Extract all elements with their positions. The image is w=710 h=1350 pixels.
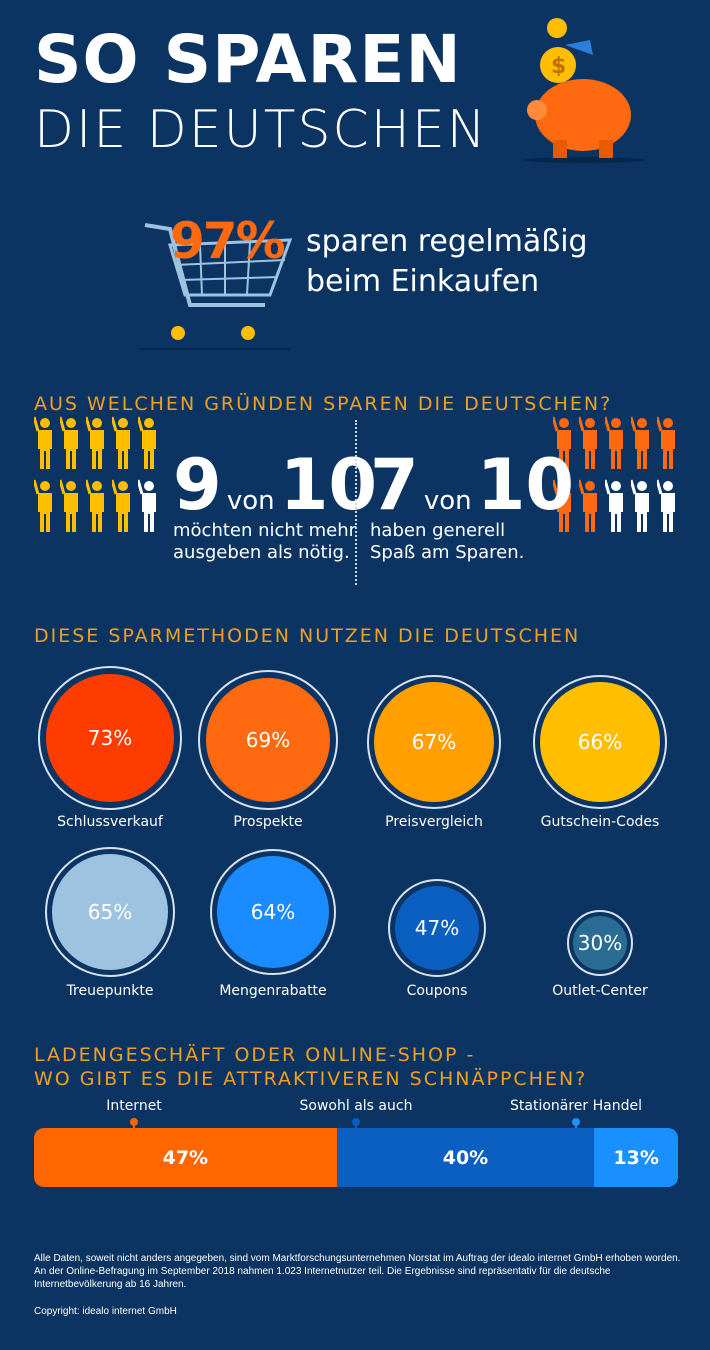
stat-left-count: 9 <box>173 444 222 526</box>
bubble-label: Mengenrabatte <box>219 983 327 999</box>
footer: Alle Daten, soweit nicht anders angegebe… <box>34 1252 684 1318</box>
bubble-ring <box>38 666 182 810</box>
bubble-ring <box>367 675 501 809</box>
person-icon-filled <box>551 415 576 475</box>
person-icon-filled <box>58 478 83 538</box>
stat-left-total: 10 <box>279 444 378 526</box>
methods-heading: DIESE SPARMETHODEN NUTZEN DIE DEUTSCHEN <box>34 625 581 647</box>
stat-left: 9 von 10 möchten nicht mehr ausgeben als… <box>173 450 377 564</box>
person-icon-filled <box>32 415 57 475</box>
bar-segment: 40% <box>336 1128 595 1187</box>
svg-text:$: $ <box>551 54 566 79</box>
bubble-label: Prospekte <box>233 814 303 830</box>
hero-percent: 97% <box>170 212 286 270</box>
shops-heading-line2: WO GIBT ES DIE ATTRAKTIVEREN SCHNÄPPCHEN… <box>34 1068 588 1090</box>
bubble-ring <box>388 879 486 977</box>
stacked-bar: 47% 40% 13% <box>34 1128 678 1187</box>
person-icon-filled <box>58 415 83 475</box>
person-icon-filled <box>577 415 602 475</box>
bubble-ring <box>533 675 667 809</box>
stat-right-von: von <box>423 486 472 516</box>
bubble-label: Coupons <box>406 983 468 999</box>
shops-heading: LADENGESCHÄFT ODER ONLINE-SHOP - WO GIBT… <box>34 1043 587 1091</box>
person-icon-empty <box>655 478 680 538</box>
stat-right-line2: Spaß am Sparen. <box>370 542 525 563</box>
shops-heading-line1: LADENGESCHÄFT ODER ONLINE-SHOP - <box>34 1044 476 1066</box>
stat-right: 7 von 10 haben generell Spaß am Sparen. <box>370 450 574 564</box>
stat-left-line2: ausgeben als nötig. <box>173 542 350 563</box>
bubble-prospekte: 69% <box>206 678 330 802</box>
bar-category-label: Internet <box>106 1098 162 1114</box>
people-group-left <box>32 415 164 538</box>
bubble-coupons: 47% <box>395 886 479 970</box>
person-icon-empty <box>136 478 161 538</box>
bubble-preisvergleich: 67% <box>374 682 494 802</box>
copyright: Copyright: idealo internet GmbH <box>34 1306 177 1317</box>
title-line2: DIE DEUTSCHEN <box>34 100 488 160</box>
person-icon-filled <box>32 478 57 538</box>
bubble-ring <box>198 670 338 810</box>
person-icon-filled <box>551 478 576 538</box>
bubble-treuepunkte: 65% <box>52 854 168 970</box>
person-icon-filled <box>136 415 161 475</box>
stat-right-line1: haben generell <box>370 520 506 541</box>
hero-line1: sparen regelmäßig <box>306 224 588 259</box>
bubble-label: Preisvergleich <box>385 814 483 830</box>
bar-segment: 47% <box>34 1128 337 1187</box>
bar-category-label: Sowohl als auch <box>299 1098 413 1114</box>
bubble-label: Schlussverkauf <box>57 814 163 830</box>
footer-note: Alle Daten, soweit nicht anders angegebe… <box>34 1253 681 1290</box>
people-group-right <box>551 415 683 538</box>
person-icon-empty <box>629 478 654 538</box>
bubble-outlet-center: 30% <box>573 916 627 970</box>
person-icon-filled <box>577 478 602 538</box>
bubble-ring <box>45 847 175 977</box>
bubble-gutschein-codes: 66% <box>540 682 660 802</box>
stat-left-line1: möchten nicht mehr <box>173 520 357 541</box>
hero-text: sparen regelmäßig beim Einkaufen <box>306 222 588 302</box>
bubble-ring <box>210 849 336 975</box>
title-line1: SO SPAREN <box>34 21 462 98</box>
person-icon-filled <box>84 415 109 475</box>
bubble-schlussverkauf: 73% <box>46 674 174 802</box>
bubble-mengenrabatte: 64% <box>217 856 329 968</box>
person-icon-filled <box>629 415 654 475</box>
stat-right-total: 10 <box>476 444 575 526</box>
reasons-heading: AUS WELCHEN GRÜNDEN SPAREN DIE DEUTSCHEN… <box>34 393 613 415</box>
bubble-label: Outlet-Center <box>552 983 648 999</box>
hero-line2: beim Einkaufen <box>306 264 540 299</box>
bubble-label: Gutschein-Codes <box>540 814 660 830</box>
person-icon-filled <box>110 415 135 475</box>
person-icon-filled <box>655 415 680 475</box>
bar-segment: 13% <box>594 1128 678 1187</box>
bar-category-label: Stationärer Handel <box>510 1098 642 1114</box>
divider <box>355 420 357 585</box>
piggy-bank-icon: $ <box>525 18 645 163</box>
bubble-ring <box>567 910 633 976</box>
stat-right-count: 7 <box>370 444 419 526</box>
person-icon-filled <box>603 415 628 475</box>
person-icon-empty <box>603 478 628 538</box>
person-icon-filled <box>84 478 109 538</box>
stat-left-von: von <box>226 486 275 516</box>
person-icon-filled <box>110 478 135 538</box>
bubble-label: Treuepunkte <box>66 983 154 999</box>
shopping-cart-icon <box>140 223 293 350</box>
